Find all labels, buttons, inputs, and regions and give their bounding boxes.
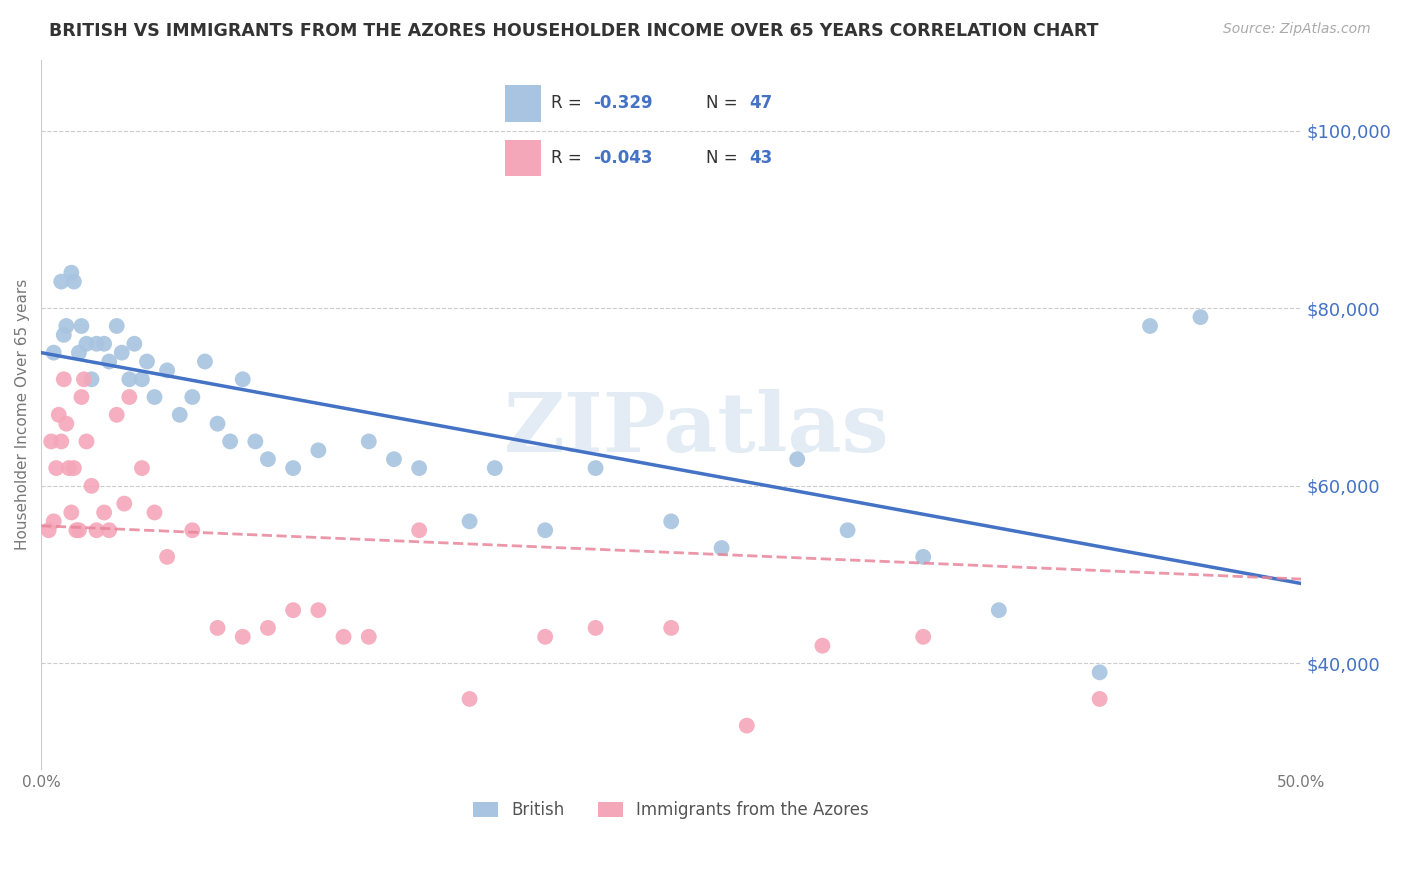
Point: [232, 630, 254, 644]
Point: [534, 630, 557, 644]
Point: [408, 461, 430, 475]
Point: [1088, 665, 1111, 680]
Point: [55, 417, 77, 431]
Point: [63, 461, 86, 475]
Point: [60, 506, 83, 520]
Point: [45, 461, 67, 475]
Text: ZIPatlas: ZIPatlas: [503, 389, 889, 469]
Point: [143, 390, 166, 404]
Point: [105, 408, 128, 422]
Point: [169, 408, 191, 422]
Point: [181, 523, 204, 537]
Point: [70, 318, 93, 333]
Point: [332, 630, 354, 644]
Point: [86, 336, 108, 351]
Point: [80, 479, 103, 493]
Point: [111, 345, 134, 359]
Point: [194, 354, 217, 368]
Point: [80, 372, 103, 386]
Point: [118, 372, 141, 386]
Legend: British, Immigrants from the Azores: British, Immigrants from the Azores: [467, 794, 876, 826]
Point: [659, 621, 682, 635]
Point: [67, 345, 90, 359]
Text: BRITISH VS IMMIGRANTS FROM THE AZORES HOUSEHOLDER INCOME OVER 65 YEARS CORRELATI: BRITISH VS IMMIGRANTS FROM THE AZORES HO…: [49, 22, 1098, 40]
Point: [76, 434, 98, 449]
Point: [63, 275, 86, 289]
Point: [1088, 692, 1111, 706]
Point: [52, 327, 75, 342]
Point: [207, 621, 229, 635]
Point: [408, 523, 430, 537]
Point: [105, 318, 128, 333]
Point: [39, 434, 62, 449]
Point: [48, 408, 70, 422]
Point: [1189, 310, 1212, 325]
Point: [118, 390, 141, 404]
Point: [98, 354, 121, 368]
Point: [73, 372, 96, 386]
Point: [156, 549, 179, 564]
Point: [307, 603, 329, 617]
Point: [458, 692, 481, 706]
Point: [912, 549, 935, 564]
Point: [735, 718, 758, 732]
Point: [585, 461, 607, 475]
Point: [659, 514, 682, 528]
Point: [65, 523, 87, 537]
Point: [55, 318, 77, 333]
Point: [458, 514, 481, 528]
Point: [124, 336, 146, 351]
Point: [357, 630, 380, 644]
Point: [534, 523, 557, 537]
Point: [307, 443, 329, 458]
Point: [1139, 318, 1161, 333]
Point: [257, 452, 280, 467]
Point: [42, 345, 65, 359]
Point: [86, 523, 108, 537]
Point: [42, 514, 65, 528]
Point: [76, 336, 98, 351]
Point: [156, 363, 179, 377]
Point: [281, 461, 304, 475]
Point: [357, 434, 380, 449]
Point: [143, 506, 166, 520]
Point: [60, 266, 83, 280]
Point: [207, 417, 229, 431]
Point: [67, 523, 90, 537]
Point: [382, 452, 405, 467]
Point: [232, 372, 254, 386]
Point: [112, 497, 135, 511]
Y-axis label: Householder Income Over 65 years: Householder Income Over 65 years: [15, 279, 30, 550]
Point: [51, 275, 73, 289]
Point: [58, 461, 80, 475]
Point: [987, 603, 1010, 617]
Point: [181, 390, 204, 404]
Point: [131, 461, 153, 475]
Point: [38, 523, 60, 537]
Point: [837, 523, 859, 537]
Point: [484, 461, 506, 475]
Point: [257, 621, 280, 635]
Point: [786, 452, 808, 467]
Point: [70, 390, 93, 404]
Point: [51, 434, 73, 449]
Point: [131, 372, 153, 386]
Point: [52, 372, 75, 386]
Point: [811, 639, 834, 653]
Point: [93, 336, 115, 351]
Point: [98, 523, 121, 537]
Point: [281, 603, 304, 617]
Point: [219, 434, 242, 449]
Point: [912, 630, 935, 644]
Text: Source: ZipAtlas.com: Source: ZipAtlas.com: [1223, 22, 1371, 37]
Point: [93, 506, 115, 520]
Point: [710, 541, 733, 555]
Point: [136, 354, 159, 368]
Point: [245, 434, 267, 449]
Point: [585, 621, 607, 635]
